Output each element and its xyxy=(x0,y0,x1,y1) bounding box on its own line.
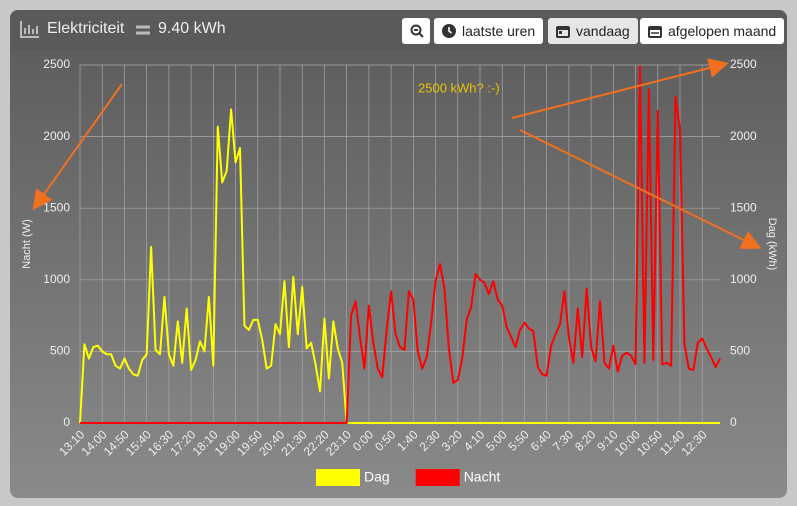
x-tick-label: 7:30 xyxy=(550,427,577,454)
x-tick-label: 6:40 xyxy=(528,427,555,454)
title: Elektriciteit xyxy=(47,20,125,37)
y2-tick-label: 0 xyxy=(730,415,737,429)
x-tick-label: 0:00 xyxy=(350,427,377,454)
y-tick-label: 2500 xyxy=(43,57,70,71)
x-tick-label: 12:30 xyxy=(678,427,709,458)
x-tick-label: 0:50 xyxy=(372,427,399,454)
y2-tick-label: 2000 xyxy=(730,129,757,143)
button[interactable]: vandaag xyxy=(548,18,638,44)
x-tick-label: 1:40 xyxy=(394,427,421,454)
x-tick-label: 8:20 xyxy=(572,427,599,454)
x-tick-label: 5:00 xyxy=(483,427,510,454)
arrow xyxy=(511,58,729,119)
chart-icon xyxy=(20,21,39,38)
series-line xyxy=(79,108,720,424)
x-tick-label: 3:20 xyxy=(439,427,466,454)
series-line xyxy=(80,65,721,424)
x-tick-label: 4:10 xyxy=(461,427,488,454)
button-label: afgelopen maand xyxy=(668,23,777,39)
legend-swatch xyxy=(316,469,360,486)
header: Elektriciteit 9.40 kWh laatste uren vand… xyxy=(10,10,787,50)
zoom-button[interactable] xyxy=(402,18,430,44)
button-label: vandaag xyxy=(576,23,630,39)
y2-tick-label: 1500 xyxy=(730,200,757,214)
y-tick-label: 500 xyxy=(50,344,70,358)
arrow xyxy=(519,129,762,249)
y2-tick-label: 2500 xyxy=(730,57,757,71)
x-tick-label: 2:30 xyxy=(417,427,444,454)
total-value: 9.40 kWh xyxy=(158,20,226,37)
annotation: 2500 kWh? :-) xyxy=(418,80,500,95)
arrow xyxy=(32,83,123,211)
y2-tick-label: 1000 xyxy=(730,272,757,286)
y-tick-label: 2000 xyxy=(43,129,70,143)
legend-swatch xyxy=(415,469,460,486)
y-tick-label: 0 xyxy=(63,415,70,429)
equals-icon xyxy=(136,25,150,35)
y-tick-label: 1000 xyxy=(43,272,70,286)
y2-axis-title: Dag (kWh) xyxy=(766,218,778,271)
y-tick-label: 1500 xyxy=(43,200,70,214)
legend-label: Nacht xyxy=(464,469,501,485)
button[interactable]: laatste uren xyxy=(434,18,544,44)
y-axis-title: Nacht (W) xyxy=(21,219,33,269)
x-tick-label: 5:50 xyxy=(505,427,532,454)
legend-label: Dag xyxy=(364,469,390,485)
button[interactable]: afgelopen maand xyxy=(640,18,785,44)
y2-tick-label: 500 xyxy=(730,344,750,358)
button-label: laatste uren xyxy=(462,23,536,39)
